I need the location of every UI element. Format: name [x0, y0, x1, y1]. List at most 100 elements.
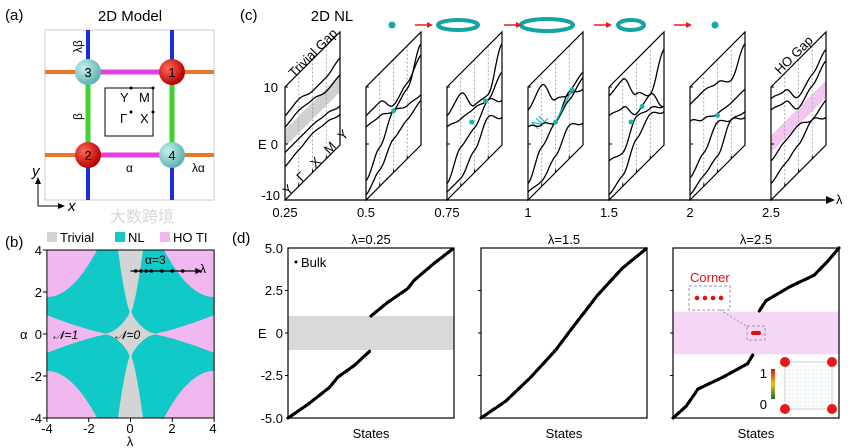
y-tick: 2.5: [265, 283, 283, 298]
panel-label-b: (b): [5, 234, 23, 251]
band-curve: [446, 71, 503, 184]
band-curve: [689, 111, 746, 179]
band-curve: [284, 57, 341, 117]
model-title: 2D Model: [98, 8, 162, 25]
gap-band: [285, 74, 340, 147]
band-curve: [608, 92, 665, 117]
bulk-states: [479, 246, 649, 420]
lambda-axis-arrow-icon: [826, 196, 835, 204]
y-tick: 5.0: [265, 241, 283, 256]
lambda-axis-label: λ: [836, 192, 843, 207]
alpha-label: α: [126, 161, 133, 175]
legend-swatch-trivial: [47, 232, 57, 242]
panel-label-c: (c): [240, 7, 258, 24]
nodal-point: [483, 98, 488, 104]
y-axis-label: α: [20, 327, 28, 342]
nodal-point: [715, 112, 720, 118]
nl-label: NL: [529, 110, 551, 132]
watermark: 大数跨境: [110, 207, 174, 226]
e-axis-label: E: [258, 137, 267, 152]
lambda-tick: 2.5: [762, 205, 780, 220]
lambda-tick: 0.5: [357, 205, 375, 220]
band-panel: 0.75: [434, 30, 503, 220]
plot-title: λ=1.5: [548, 232, 580, 247]
bulk-states: [369, 246, 456, 318]
y-axis-label: y: [31, 163, 41, 180]
site-label: 3: [84, 65, 91, 80]
winding-label-1: 𝒩=1: [53, 328, 78, 342]
panel-a-model: 2D Model 3 1 2 4 Y M Γ X λβ β α λα: [31, 8, 215, 226]
band-curve: [284, 113, 341, 168]
panel-frame: [365, 30, 422, 202]
x-tick: 4: [209, 421, 216, 436]
band-panel: 2.5: [762, 30, 827, 220]
nodal-point-icon: [388, 21, 396, 29]
colorbar-min-label: 0: [760, 397, 767, 412]
band-panel: 0.25: [272, 30, 341, 220]
lambda-beta-label: λβ: [71, 40, 85, 53]
band-curve: [284, 105, 341, 153]
path-point: [170, 269, 175, 273]
band-curve: [446, 97, 503, 128]
panel-label-a: (a): [5, 7, 23, 24]
region-hoti-lobe: [151, 315, 215, 353]
path-alpha-label: α=3: [145, 253, 166, 267]
band-panel: 1.5: [600, 30, 665, 220]
x-axis-label: States: [353, 426, 390, 441]
corner-density-dot: [827, 404, 837, 414]
region-hoti-corner: [163, 371, 215, 418]
path-point: [180, 269, 185, 273]
path-point: [160, 269, 164, 273]
legend-label-nl: NL: [128, 230, 145, 245]
x-axis-label: x: [67, 198, 76, 215]
beta-label: β: [71, 113, 85, 120]
x-tick: 2: [168, 421, 175, 436]
nodal-point: [469, 119, 475, 125]
bulk-states: [757, 246, 841, 313]
y-tick: -2: [30, 369, 42, 384]
corner-state: [751, 331, 761, 335]
band-curve: [770, 99, 827, 162]
nodal-ring-icon: [616, 18, 646, 32]
winding-label-0: 𝒩=0: [115, 328, 141, 342]
legend-swatch-nl: [115, 232, 125, 242]
band-curve: [446, 114, 503, 193]
panel-frame: [608, 30, 665, 202]
k-path-label: M: [321, 139, 339, 157]
band-curve: [527, 83, 584, 111]
y-tick: 4: [35, 243, 42, 258]
y-tick: -4: [30, 411, 42, 426]
region-hoti-lobe: [46, 315, 110, 353]
nodal-point: [639, 103, 645, 109]
panel-frame: [446, 30, 503, 202]
y-tick: -5.0: [261, 411, 283, 426]
corner-zoom-box: [746, 325, 766, 341]
k-path-label: Y: [335, 126, 352, 143]
k-path-label: Γ: [293, 169, 309, 185]
lambda-alpha-label: λα: [192, 161, 205, 175]
lambda-tick: 1.5: [600, 205, 618, 220]
bz-label-y: Y: [120, 90, 129, 105]
bz-point-x: [151, 110, 155, 114]
plot-frame: [480, 247, 648, 419]
region-trivial-wedge: [118, 250, 143, 313]
path-lambda-label: λ: [200, 262, 206, 276]
states-plot: λ=1.5 States: [478, 232, 649, 441]
band-curve: [365, 99, 422, 196]
band-curve: [608, 105, 665, 162]
region-trivial-center: [105, 308, 156, 360]
path-point: [144, 269, 148, 273]
bz-point-m: [151, 86, 155, 90]
x-tick: -4: [41, 421, 53, 436]
corner-label: Corner: [690, 270, 730, 285]
region-hoti-corner: [163, 250, 215, 297]
bz-point-gamma: [129, 110, 133, 114]
brillouin-zone: [104, 87, 154, 137]
corner-density-dot: [780, 357, 790, 367]
panel-frame: [770, 30, 827, 202]
y-tick: 2: [35, 285, 42, 300]
corner-callout-box: [688, 285, 731, 311]
k-path-label: Y: [280, 181, 297, 198]
panel-c-band-structures: 2D NL 10 0 E -10 λ Trivial Gap HO Gap NL…: [258, 8, 843, 220]
